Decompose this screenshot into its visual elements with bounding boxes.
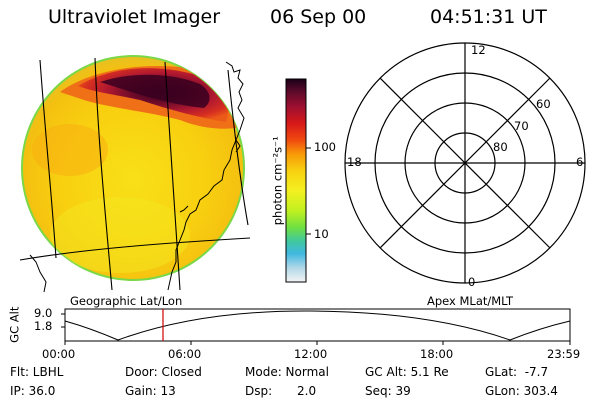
strip-ytick-bottom: 1.8 (34, 319, 53, 333)
colorbar-tick-label-100: 100 (314, 140, 336, 154)
polar-caption: Apex MLat/MLT (427, 294, 514, 308)
status-gain: Gain: 13 (125, 384, 176, 398)
strip-ylabel: GC Alt (7, 306, 22, 343)
mlt-label-12: 12 (471, 43, 486, 57)
strip-xtick: 12:00 (294, 347, 328, 361)
coastlines (29, 61, 245, 293)
altitude-curve (64, 310, 571, 341)
meridian-line (227, 69, 249, 226)
date-label: 06 Sep 00 (270, 6, 367, 28)
polar-plot (344, 42, 586, 284)
meridian-line (94, 57, 113, 291)
instrument-title: Ultraviolet Imager (48, 6, 221, 28)
auroral-oval-peak (100, 74, 210, 108)
strip-xtick: 06:00 (168, 347, 202, 361)
status-dsp-value: 2.0 (297, 384, 317, 398)
strip-ticks (61, 313, 571, 345)
status-door: Door: Closed (125, 365, 202, 379)
status-mode: Mode: Normal (245, 365, 329, 379)
status-glon: GLon: 303.4 (485, 384, 558, 398)
southern-glow (50, 197, 190, 273)
mlt-label-6: 6 (576, 155, 584, 169)
colorbar-tick-label-10: 10 (314, 227, 329, 241)
time-label: 04:51:31 UT (430, 6, 547, 28)
status-gc-alt: GC Alt: 5.1 Re (365, 365, 449, 379)
status-dsp-label: Dsp: (245, 384, 273, 398)
mlat-label-70: 70 (514, 119, 529, 133)
mlat-label-80: 80 (493, 140, 508, 154)
meridian-line (164, 61, 181, 291)
strip-xtick: 23:59 (547, 347, 581, 361)
colorbar (285, 78, 307, 283)
strip-xtick: 18:00 (420, 347, 454, 361)
mlt-label-0: 0 (468, 275, 476, 289)
meridian-line (39, 59, 57, 259)
strip-xtick: 00:00 (42, 347, 76, 361)
status-glat: GLat: -7.7 (485, 365, 549, 379)
strip-ytick-top: 9.0 (34, 306, 53, 320)
mlt-label-18: 18 (347, 155, 362, 169)
uvi-image (19, 55, 251, 293)
parallel-line (19, 237, 251, 261)
colorbar-unit-label: photon cm⁻²s⁻¹ (270, 136, 285, 226)
status-filter: Flt: LBHL (10, 365, 64, 379)
image-caption: Geographic Lat/Lon (70, 294, 183, 308)
mlat-label-60: 60 (536, 97, 551, 111)
mlt-diagonal (379, 77, 551, 249)
altitude-strip-frame (64, 308, 571, 342)
status-ip: IP: 36.0 (10, 384, 56, 398)
dayside-glow (32, 124, 108, 176)
status-seq: Seq: 39 (365, 384, 411, 398)
graticule (19, 57, 251, 291)
